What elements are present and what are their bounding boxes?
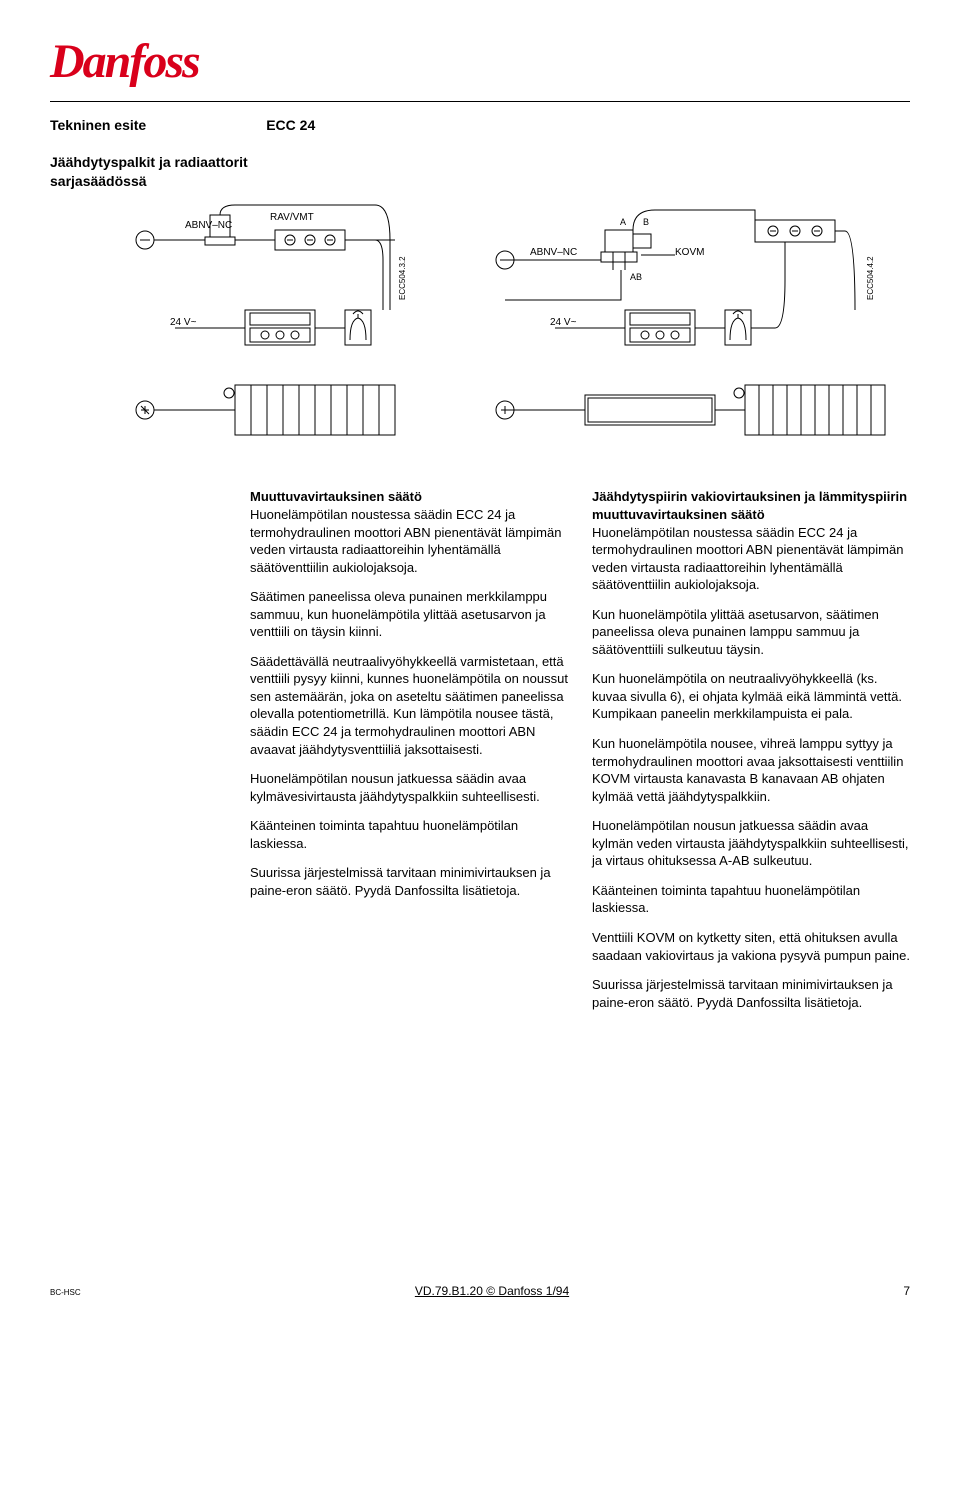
left-head: Muuttuvavirtauksinen säätö — [250, 489, 422, 504]
lbl-abnv-l: ABNV–NC — [185, 220, 232, 231]
left-column: Muuttuvavirtauksinen säätö Huonelämpötil… — [250, 488, 568, 1023]
right-column: Jäähdytyspiirin vakiovirtauksinen ja läm… — [592, 488, 910, 1023]
left-p2: Säätimen paneelissa oleva punainen merkk… — [250, 588, 568, 641]
lbl-kovm: KOVM — [675, 247, 704, 258]
left-p3: Säädettävällä neutraalivyöhykkeellä varm… — [250, 653, 568, 758]
lbl-volt-r: 24 V~ — [550, 317, 577, 328]
right-p6: Käänteinen toiminta tapahtuu huonelämpöt… — [592, 882, 910, 917]
logo-row: Danfoss — [50, 30, 910, 95]
diagram-right: ABNV–NC A B AB KOVM 24 V~ ECC504.4.2 — [475, 200, 905, 460]
left-p6: Suurissa järjestelmissä tarvitaan minimi… — [250, 864, 568, 899]
right-p5: Huonelämpötilan nousun jatkuessa säädin … — [592, 817, 910, 870]
left-p5: Käänteinen toiminta tapahtuu huonelämpöt… — [250, 817, 568, 852]
lbl-ecc-l: ECC504.3.2 — [398, 256, 407, 300]
page-footer: BC-HSC VD.79.B1.20 © Danfoss 1/94 7 — [50, 1283, 910, 1299]
left-p1: Huonelämpötilan noustessa säädin ECC 24 … — [250, 507, 561, 575]
lbl-AB: AB — [630, 272, 642, 282]
diagram-left-svg: ABNV–NC RAV/VMT 24 V~ ECC504.3.2 — [115, 200, 455, 460]
diagram-right-svg: ABNV–NC A B AB KOVM 24 V~ ECC504.4.2 — [475, 200, 905, 460]
section-title: Jäähdytyspalkit ja radiaattorit sarjasää… — [50, 153, 270, 191]
lbl-A: A — [620, 217, 626, 227]
header-right: ECC 24 — [266, 116, 315, 135]
lbl-volt-l: 24 V~ — [170, 317, 197, 328]
footer-mid: VD.79.B1.20 © Danfoss 1/94 — [415, 1284, 569, 1298]
right-p2: Kun huonelämpötila ylittää asetusarvon, … — [592, 606, 910, 659]
lbl-ecc-r: ECC504.4.2 — [866, 256, 875, 300]
brand-logo: Danfoss — [50, 35, 199, 88]
body-columns: Muuttuvavirtauksinen säätö Huonelämpötil… — [250, 488, 910, 1023]
header-left: Tekninen esite — [50, 116, 146, 135]
right-p4: Kun huonelämpötila nousee, vihreä lamppu… — [592, 735, 910, 805]
footer-page: 7 — [903, 1283, 910, 1299]
lbl-abnv-r: ABNV–NC — [530, 247, 577, 258]
right-p8: Suurissa järjestelmissä tarvitaan minimi… — [592, 976, 910, 1011]
diagram-row: ABNV–NC RAV/VMT 24 V~ ECC504.3.2 — [110, 200, 910, 460]
footer-left: BC-HSC — [50, 1288, 81, 1299]
lbl-rav: RAV/VMT — [270, 212, 314, 223]
right-p1: Huonelämpötilan noustessa säädin ECC 24 … — [592, 525, 903, 593]
diagram-left: ABNV–NC RAV/VMT 24 V~ ECC504.3.2 — [115, 200, 455, 460]
right-head: Jäähdytyspiirin vakiovirtauksinen ja läm… — [592, 489, 907, 522]
right-p7: Venttiili KOVM on kytketty siten, että o… — [592, 929, 910, 964]
lbl-B: B — [643, 217, 649, 227]
header-rule — [50, 101, 910, 102]
doc-header: Tekninen esite ECC 24 — [50, 116, 910, 135]
right-p3: Kun huonelämpötila on neutraalivyöhykkee… — [592, 670, 910, 723]
left-p4: Huonelämpötilan nousun jatkuessa säädin … — [250, 770, 568, 805]
